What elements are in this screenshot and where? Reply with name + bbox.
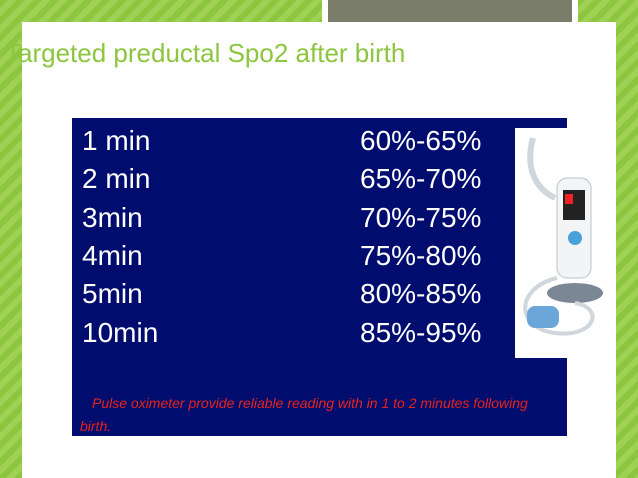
note: Pulse oximeter provide reliable reading … bbox=[80, 395, 528, 434]
spo2-range: 70%-75% bbox=[360, 201, 482, 233]
time-label: 10min bbox=[82, 316, 159, 348]
time-label: 3min bbox=[82, 201, 143, 233]
time-label: 5min bbox=[82, 278, 143, 310]
table-row: 4min 75%-80% bbox=[72, 240, 567, 278]
table-row: 2 min 65%-70% bbox=[72, 163, 567, 201]
spo2-range: 85%-95% bbox=[360, 316, 482, 348]
table-row: 10min 85%-95% bbox=[72, 317, 567, 355]
time-label: 1 min bbox=[82, 125, 151, 156]
table-row: 3min 70%-75% bbox=[72, 202, 567, 240]
spo2-range: 65%-70% bbox=[360, 163, 482, 195]
table-row: 1 min 60%-65% bbox=[72, 125, 567, 163]
time-label: 4min bbox=[82, 239, 143, 271]
time-label: 2 min bbox=[82, 163, 151, 195]
table-box: 1 min 60%-65% 2 min 65%-70% 3min 70%-75% 4min 7… bbox=[72, 118, 567, 436]
spo2-range: 80%-85% bbox=[360, 278, 482, 310]
slide-title: Targeted preductal Spo2 after birth bbox=[5, 38, 406, 68]
table-row: 5min 80%-85% bbox=[72, 278, 567, 316]
spo2-range: 75%-80% bbox=[360, 239, 482, 271]
pulse-oximeter-image bbox=[515, 128, 611, 358]
spo2-range: 60%-65% bbox=[360, 125, 482, 156]
